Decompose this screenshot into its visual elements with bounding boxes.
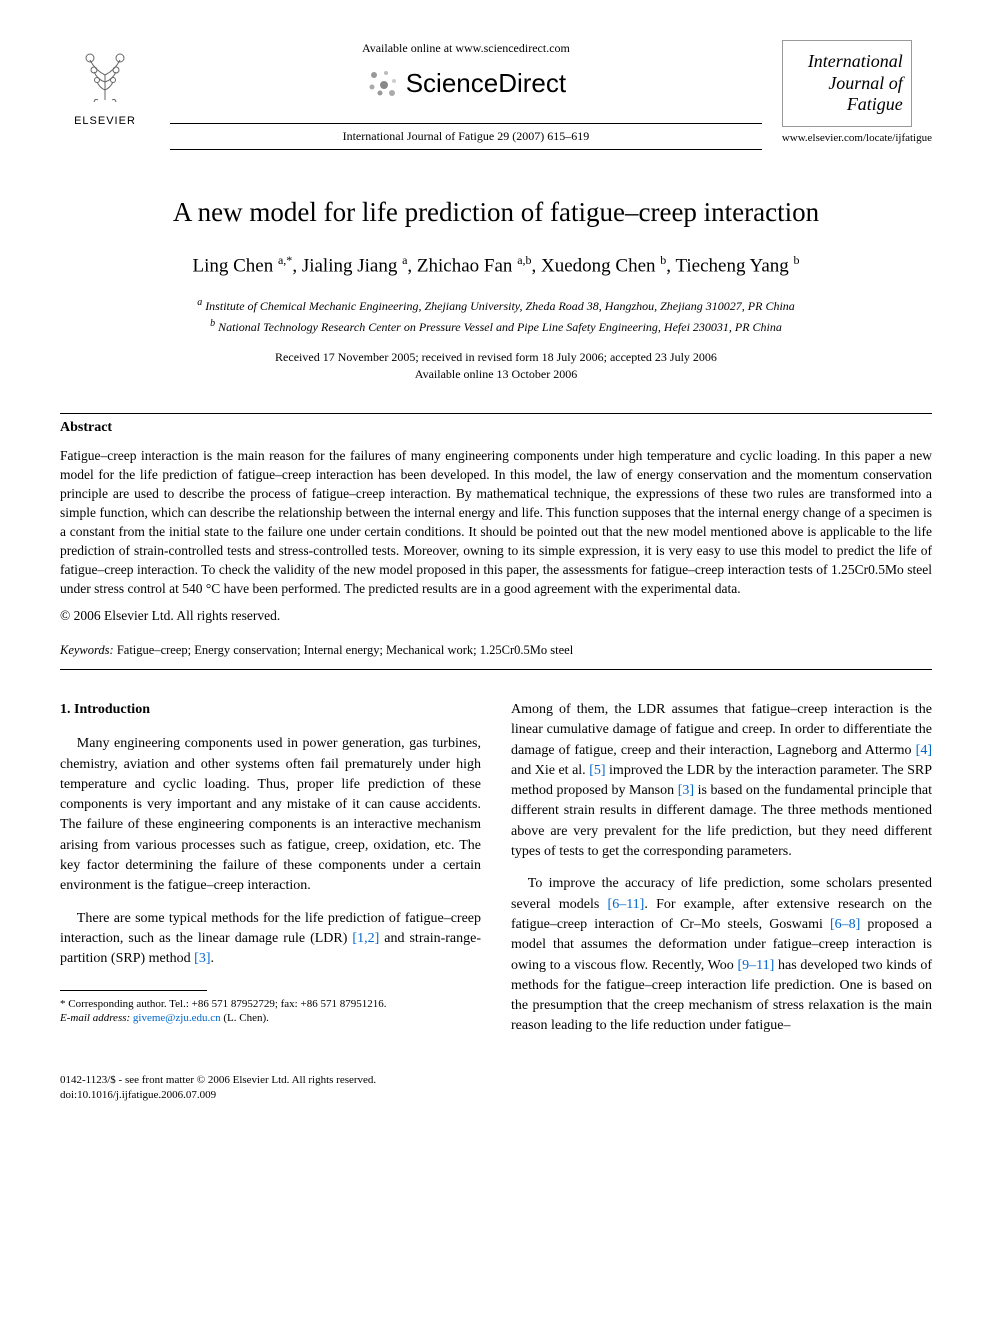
body-columns: 1. Introduction Many engineering compone… [60,700,932,1049]
keywords-label: Keywords: [60,643,114,657]
dates-available: Available online 13 October 2006 [60,366,932,383]
elsevier-label: ELSEVIER [60,114,150,129]
authors-line: Ling Chen a,*, Jialing Jiang a, Zhichao … [60,252,932,280]
ref-link[interactable]: [6–8] [830,917,860,932]
sciencedirect-icon [366,67,398,99]
intro-para-3: Among of them, the LDR assumes that fati… [511,700,932,862]
ref-link[interactable]: [6–11] [608,897,645,912]
elsevier-logo: ELSEVIER [60,40,150,129]
header-rule-bottom [170,149,762,150]
keywords-text: Fatigue–creep; Energy conservation; Inte… [114,643,573,657]
abstract-rule-top [60,413,932,414]
ref-link[interactable]: [4] [916,743,932,758]
footnote-email-author: (L. Chen). [221,1012,269,1024]
elsevier-tree-icon [70,40,140,110]
ref-link[interactable]: [1,2] [352,931,379,946]
journal-cover: International Journal of Fatigue [782,40,912,127]
abstract-text: Fatigue–creep interaction is the main re… [60,447,932,598]
abstract-heading: Abstract [60,418,932,438]
email-link[interactable]: giveme@zju.edu.cn [133,1012,221,1024]
footnote-email-label: E-mail address: [60,1012,130,1024]
journal-cover-block: International Journal of Fatigue www.els… [782,40,932,146]
journal-cover-line: Journal of [791,73,903,95]
header-row: ELSEVIER Available online at www.science… [60,40,932,154]
column-left: 1. Introduction Many engineering compone… [60,700,481,1049]
sciencedirect-brand: ScienceDirect [366,65,566,101]
footer-issn: 0142-1123/$ - see front matter © 2006 El… [60,1073,932,1088]
section-heading-intro: 1. Introduction [60,700,481,720]
center-header: Available online at www.sciencedirect.co… [150,40,782,154]
keywords-line: Keywords: Fatigue–creep; Energy conserva… [60,642,932,660]
journal-cover-title: International Journal of Fatigue [791,51,903,116]
footer-doi: doi:10.1016/j.ijfatigue.2006.07.009 [60,1088,932,1103]
footnote-corresponding: * Corresponding author. Tel.: +86 571 87… [60,997,481,1011]
journal-cover-line: International [791,51,903,73]
footnote-email-line: E-mail address: giveme@zju.edu.cn (L. Ch… [60,1011,481,1025]
ref-link[interactable]: [3] [194,951,210,966]
journal-cover-line: Fatigue [791,94,903,116]
ref-link[interactable]: [9–11] [737,958,774,973]
sciencedirect-text: ScienceDirect [406,65,566,101]
available-online-text: Available online at www.sciencedirect.co… [170,40,762,57]
column-right: Among of them, the LDR assumes that fati… [511,700,932,1049]
ref-link[interactable]: [5] [589,763,605,778]
intro-para-1: Many engineering components used in powe… [60,734,481,896]
header-rule-top [170,123,762,124]
article-title: A new model for life prediction of fatig… [60,194,932,232]
affiliations: a Institute of Chemical Mechanic Enginee… [60,296,932,336]
journal-url: www.elsevier.com/locate/ijfatigue [782,131,932,146]
article-dates: Received 17 November 2005; received in r… [60,349,932,383]
affiliation-b: b National Technology Research Center on… [60,317,932,336]
corresponding-author-footnote: * Corresponding author. Tel.: +86 571 87… [60,997,481,1026]
intro-para-4: To improve the accuracy of life predicti… [511,874,932,1036]
intro-para-2: There are some typical methods for the l… [60,909,481,970]
page-footer: 0142-1123/$ - see front matter © 2006 El… [60,1073,932,1104]
dates-received: Received 17 November 2005; received in r… [60,349,932,366]
journal-reference: International Journal of Fatigue 29 (200… [170,128,762,145]
abstract-rule-bottom [60,669,932,670]
affiliation-a: a Institute of Chemical Mechanic Enginee… [60,296,932,315]
footnote-separator [60,990,207,991]
ref-link[interactable]: [3] [678,783,694,798]
abstract-copyright: © 2006 Elsevier Ltd. All rights reserved… [60,607,932,626]
